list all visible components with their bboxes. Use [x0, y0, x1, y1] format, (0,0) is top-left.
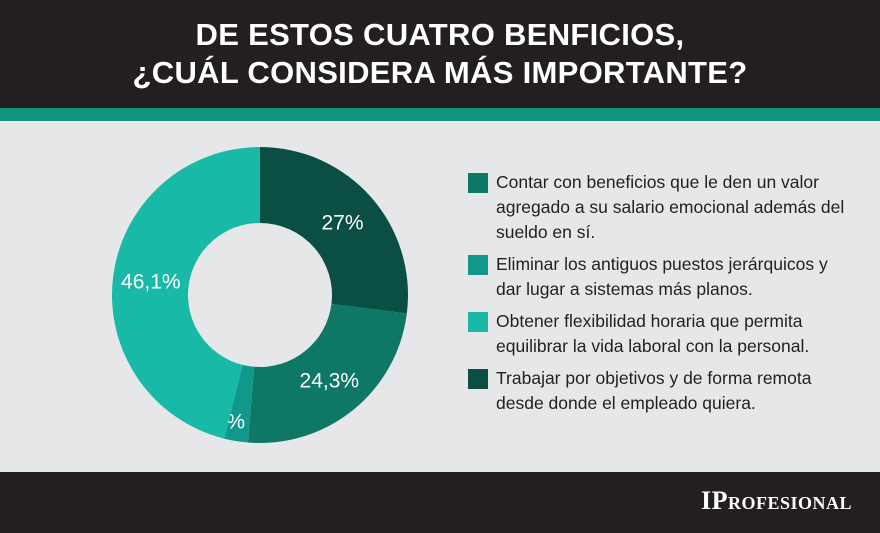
- donut-slice: [247, 304, 407, 443]
- legend-text: Trabajar por objetivos y de forma remota…: [496, 368, 812, 413]
- header: DE ESTOS CUATRO BENFICIOS, ¿CUÁL CONSIDE…: [0, 0, 880, 108]
- slice-label: 27%: [321, 211, 363, 234]
- donut-slice: [260, 147, 408, 314]
- donut-chart: 27%24,3%2,6%46,1%: [112, 147, 408, 443]
- accent-stripe: [0, 108, 880, 121]
- legend-item: Eliminar los antiguos puestos jerárquico…: [468, 252, 848, 302]
- donut-slice: [112, 147, 260, 439]
- title-line-2: ¿CUÁL CONSIDERA MÁS IMPORTANTE?: [132, 55, 748, 90]
- legend: Contar con beneficios que le den un valo…: [468, 170, 848, 423]
- legend-item: Contar con beneficios que le den un valo…: [468, 170, 848, 245]
- legend-text: Obtener flexibilidad horaria que permita…: [496, 311, 810, 356]
- title-line-1: DE ESTOS CUATRO BENFICIOS,: [195, 17, 685, 52]
- legend-swatch: [468, 173, 488, 193]
- slice-label: 46,1%: [121, 271, 181, 294]
- legend-swatch: [468, 369, 488, 389]
- legend-text: Contar con beneficios que le den un valo…: [496, 172, 845, 242]
- donut-slice: [224, 364, 255, 443]
- footer: IProfesional: [0, 472, 880, 533]
- logo: IProfesional: [700, 486, 852, 515]
- legend-item: Obtener flexibilidad horaria que permita…: [468, 309, 848, 359]
- legend-swatch: [468, 312, 488, 332]
- slice-label: 24,3%: [300, 369, 360, 392]
- legend-item: Trabajar por objetivos y de forma remota…: [468, 366, 848, 416]
- legend-swatch: [468, 255, 488, 275]
- legend-text: Eliminar los antiguos puestos jerárquico…: [496, 254, 828, 299]
